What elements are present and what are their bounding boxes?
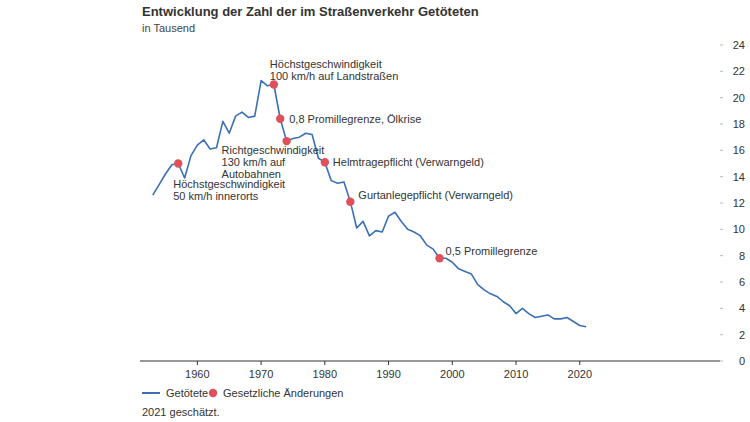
annotation-label: Gurtanlegepflicht (Verwarngeld) xyxy=(358,189,513,201)
annotation-label: Helmtragepflicht (Verwarngeld) xyxy=(333,156,484,168)
annotation-dot xyxy=(174,159,182,167)
legend-label: Getötete xyxy=(166,387,208,399)
y-tick xyxy=(720,150,723,151)
x-tick xyxy=(324,361,325,365)
y-tick xyxy=(720,124,723,125)
annotation-label: 100 km/h auf Landstraßen xyxy=(270,70,398,82)
x-axis xyxy=(140,361,720,362)
annotation-dot xyxy=(435,254,443,262)
y-tick xyxy=(720,45,723,46)
x-tick-label: 2020 xyxy=(568,368,592,380)
y-tick xyxy=(720,308,723,309)
y-tick-label: 4 xyxy=(739,302,745,314)
x-tick xyxy=(579,361,580,365)
annotation-label: 50 km/h innerorts xyxy=(173,190,258,202)
subtitle: in Tausend xyxy=(142,22,195,34)
x-tick-label: 1980 xyxy=(313,368,337,380)
y-tick-label: 2 xyxy=(739,329,745,341)
y-tick-label: 0 xyxy=(739,355,745,367)
y-tick xyxy=(720,361,723,362)
annotation-dot xyxy=(346,197,354,205)
y-tick-label: 16 xyxy=(733,144,745,156)
annotation-label: Höchstgeschwindigkeit xyxy=(270,58,382,70)
y-tick-label: 22 xyxy=(733,65,745,77)
annotation-label: 0,8 Promillegrenze, Ölkrise xyxy=(289,113,421,125)
y-tick-label: 20 xyxy=(733,92,745,104)
note: 2021 geschätzt. xyxy=(142,406,220,418)
y-tick xyxy=(720,282,723,283)
annotation-label: Autobahnen xyxy=(222,168,281,180)
y-tick-label: 14 xyxy=(733,171,745,183)
x-tick-label: 1990 xyxy=(376,368,400,380)
legend-label: Gesetzliche Änderungen xyxy=(223,387,343,399)
series-line xyxy=(153,81,586,327)
x-tick-label: 1970 xyxy=(249,368,273,380)
x-tick-label: 2010 xyxy=(504,368,528,380)
y-tick xyxy=(720,71,723,72)
y-tick xyxy=(720,176,723,177)
plot-area xyxy=(153,80,586,326)
y-tick-label: 24 xyxy=(733,39,745,51)
y-tick xyxy=(720,203,723,204)
annotation-label: 0,5 Promillegrenze xyxy=(446,245,538,257)
x-tick-label: 1960 xyxy=(185,368,209,380)
x-tick-label: 2000 xyxy=(440,368,464,380)
annotation-label: Richtgeschwindigkeit xyxy=(222,144,325,156)
y-tick-label: 10 xyxy=(733,223,745,235)
annotation-dot xyxy=(276,115,284,123)
y-tick xyxy=(720,255,723,256)
legend-swatch xyxy=(142,392,160,394)
y-tick-label: 18 xyxy=(733,118,745,130)
title: Entwicklung der Zahl der im Straßenverke… xyxy=(142,4,479,19)
x-tick xyxy=(516,361,517,365)
annotation-dot xyxy=(321,158,329,166)
y-tick-label: 8 xyxy=(739,250,745,262)
x-tick xyxy=(452,361,453,365)
y-tick-label: 12 xyxy=(733,197,745,209)
x-tick xyxy=(388,361,389,365)
annotation-dot xyxy=(270,80,278,88)
x-tick xyxy=(261,361,262,365)
x-tick xyxy=(197,361,198,365)
y-tick xyxy=(720,97,723,98)
y-tick-label: 6 xyxy=(739,276,745,288)
annotation-label: 130 km/h auf xyxy=(222,156,287,168)
y-tick xyxy=(720,334,723,335)
legend-swatch xyxy=(209,389,217,397)
y-tick xyxy=(720,229,723,230)
chart: Entwicklung der Zahl der im Straßenverke… xyxy=(0,0,750,422)
